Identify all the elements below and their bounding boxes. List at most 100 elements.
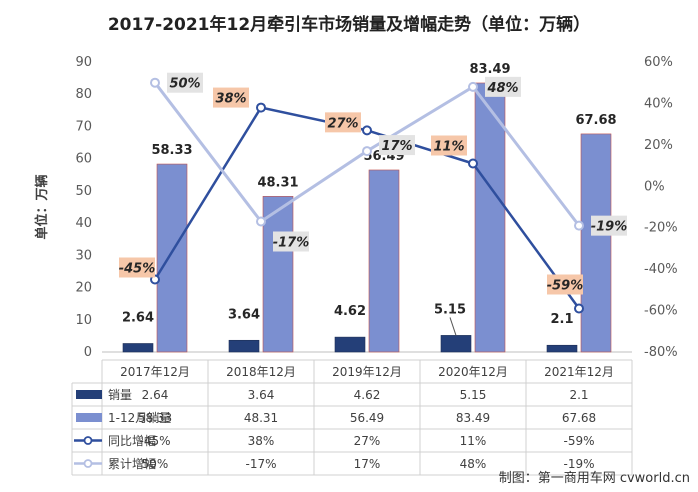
line-label-box [213, 87, 249, 108]
table-cell: -45% [139, 434, 170, 448]
line-label-box [119, 257, 155, 278]
line-value-label: 38% [215, 92, 246, 107]
x-tick-label: 2021年12月 [544, 365, 614, 379]
y-tick-label: 80 [75, 87, 92, 102]
line-label-box [167, 72, 203, 93]
table-cell: 56.49 [350, 411, 384, 425]
legend-key [76, 390, 102, 399]
x-tick-label: 2020年12月 [438, 365, 508, 379]
legend-label: 销量 [108, 388, 132, 402]
table-cell: 4.62 [354, 388, 381, 402]
line-point [362, 146, 372, 157]
y-tick-label: 20 [75, 281, 92, 296]
legend-label: 1-12月销量 [108, 411, 171, 425]
x-tick-label: 2019年12月 [332, 365, 402, 379]
legend-key [76, 413, 102, 422]
line-yoy-growth [153, 106, 581, 310]
bar-value-label: 58.33 [151, 143, 192, 158]
chart-title: 2017-2021年12月牵引车市场销量及增幅走势（单位：万辆） [107, 15, 591, 35]
bar-monthly [334, 336, 366, 353]
data-label-leader [449, 317, 457, 336]
bar-value-label: 83.49 [469, 62, 510, 77]
legend-label: 同比增幅 [108, 433, 156, 448]
bar-cumulative [262, 196, 294, 353]
bar-cumulative [156, 163, 188, 353]
line-label-box [325, 112, 361, 133]
bar-monthly [546, 344, 578, 353]
line-label-box [273, 231, 309, 252]
bar-value-label: 5.15 [434, 302, 466, 317]
bar-value-label: 48.31 [257, 175, 298, 190]
x-tick-label: 2017年12月 [120, 365, 190, 379]
y-tick-label: 90 [75, 55, 92, 70]
y2-tick-label: 0% [644, 179, 665, 194]
table-cell: -59% [563, 434, 594, 448]
line-point [256, 102, 266, 113]
bar-cumulative [368, 169, 400, 353]
y-tick-label: 60 [75, 152, 92, 167]
table-cell: 17% [354, 457, 381, 471]
legend-label: 累计增幅 [108, 456, 156, 471]
table-cell: 48.31 [244, 411, 278, 425]
bar-value-label: 3.64 [228, 307, 260, 322]
bar-value-label: 67.68 [575, 113, 616, 128]
bar-cumulative [580, 133, 612, 353]
line-value-label: -17% [273, 236, 310, 251]
legend-key [83, 436, 93, 445]
table-cell: 2.64 [142, 388, 169, 402]
line-point [150, 77, 160, 88]
table-cell: 11% [460, 434, 487, 448]
line-label-box [547, 274, 583, 295]
y2-tick-label: 60% [644, 55, 673, 70]
table-cell: 67.68 [562, 411, 596, 425]
y-tick-label: 0 [84, 345, 92, 360]
y-tick-label: 70 [75, 119, 92, 134]
bar-monthly [228, 339, 260, 353]
line-label-box [379, 135, 415, 156]
bar-value-label: 2.64 [122, 310, 154, 325]
y-axis-label: 单位：万辆 [34, 174, 50, 239]
line-point [362, 125, 372, 136]
y2-tick-label: -60% [644, 304, 678, 319]
line-point [256, 216, 266, 227]
legend-key [83, 459, 93, 468]
y-tick-label: 40 [75, 216, 92, 231]
y2-tick-label: -80% [644, 345, 678, 360]
y-tick-label: 50 [75, 184, 92, 199]
y-tick-label: 30 [75, 248, 92, 263]
table-cell: 58.33 [138, 411, 172, 425]
bar-monthly [122, 343, 154, 353]
line-value-label: 48% [486, 81, 518, 96]
watermark: 制图：第一商用车网 cvworld.cn [498, 471, 690, 486]
bar-cumulative [474, 82, 506, 353]
bar-value-label: 4.62 [334, 304, 366, 319]
bar-value-label: 2.1 [550, 312, 573, 327]
table-cell: 48% [460, 457, 487, 471]
line-value-label: 50% [169, 77, 200, 92]
table-cell: 2.1 [569, 388, 588, 402]
y2-tick-label: 20% [644, 138, 673, 153]
table-cell: -17% [245, 457, 276, 471]
y2-tick-label: -20% [644, 221, 678, 236]
line-value-label: 11% [433, 140, 464, 155]
x-tick-label: 2018年12月 [226, 365, 296, 379]
line-value-label: -45% [119, 262, 156, 277]
y2-tick-label: -40% [644, 262, 678, 277]
table-cell: 83.49 [456, 411, 490, 425]
line-value-label: -59% [547, 279, 584, 294]
line-value-label: 27% [327, 116, 358, 131]
line-point [574, 220, 584, 231]
line-point [468, 158, 478, 169]
line-value-label: -19% [591, 220, 628, 235]
table-cell: 50% [142, 457, 169, 471]
table-cell: 5.15 [460, 388, 487, 402]
line-label-box [591, 215, 627, 236]
table-cell: 3.64 [248, 388, 275, 402]
line-label-box [485, 76, 521, 97]
y2-tick-label: 40% [644, 96, 673, 111]
table-cell: 38% [248, 434, 275, 448]
line-point [468, 81, 478, 92]
line-point [574, 303, 584, 314]
y-tick-label: 10 [75, 313, 92, 328]
